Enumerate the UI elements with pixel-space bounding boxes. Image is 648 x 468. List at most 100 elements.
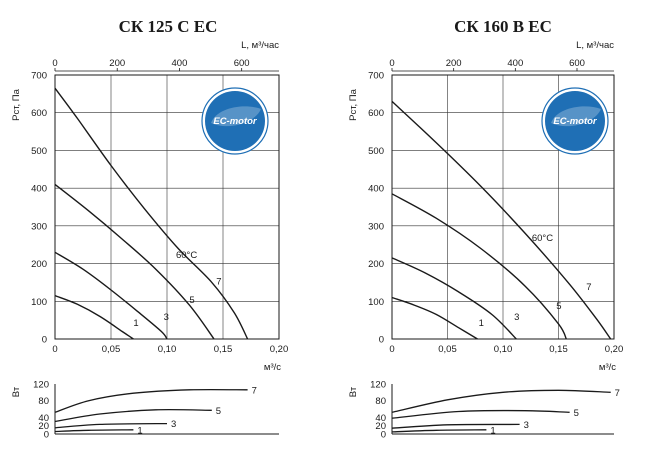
logo-leaf-icon <box>551 106 601 127</box>
x-axis-tick-label: 0 <box>52 344 57 355</box>
logo-text: EC-motor <box>213 116 258 127</box>
top-axis-tick-label: 600 <box>234 58 250 69</box>
curve-label-5: 5 <box>556 301 561 312</box>
logo-disc <box>545 91 605 151</box>
top-axis-tick-label: 400 <box>507 58 523 69</box>
plot-frame <box>391 74 615 340</box>
power-curve-7 <box>54 388 248 413</box>
top-axis-tick-label: 0 <box>52 58 57 69</box>
power-y-tick-label: 40 <box>38 413 49 424</box>
temperature-annotation: 60°C <box>176 250 197 261</box>
pressure-curve-5 <box>54 183 215 340</box>
y-axis-tick-label: 300 <box>31 221 47 232</box>
y-axis-tick-label: 700 <box>368 71 384 82</box>
power-y-tick-label: 20 <box>375 421 386 432</box>
curve-label-3: 3 <box>164 312 169 323</box>
top-axis-tick-label: 200 <box>446 58 462 69</box>
x-axis-tick-label: 0,10 <box>494 344 513 355</box>
power-curve-7 <box>391 389 611 413</box>
x-axis-tick-label: 0,20 <box>270 344 289 355</box>
y-axis-tick-label: 600 <box>368 108 384 119</box>
y-axis-label: Pст, Па <box>348 88 359 120</box>
pressure-curve-7 <box>391 100 612 340</box>
pressure-curve-5 <box>391 193 567 340</box>
x-axis-tick-label: 0,10 <box>158 344 177 355</box>
y-axis-tick-label: 400 <box>31 184 47 195</box>
x-axis-label: м³/с <box>264 362 281 373</box>
chart-title: СК 160 В ЕС <box>454 17 552 36</box>
power-y-tick-label: 80 <box>375 396 386 407</box>
power-curve-label-7: 7 <box>252 385 257 396</box>
y-axis-tick-label: 400 <box>368 184 384 195</box>
logo-leaf-icon <box>211 106 261 127</box>
y-axis-tick-label: 700 <box>31 71 47 82</box>
x-axis-tick-label: 0,15 <box>549 344 568 355</box>
top-axis-label: L, м³/час <box>576 40 614 51</box>
temperature-annotation: 60°C <box>532 233 553 244</box>
power-y-tick-label: 80 <box>38 396 49 407</box>
top-axis-tick-label: 600 <box>569 58 585 69</box>
x-axis-tick-label: 0,05 <box>438 344 457 355</box>
top-axis-tick-label: 200 <box>109 58 125 69</box>
y-axis-tick-label: 500 <box>31 146 47 157</box>
power-curve-label-5: 5 <box>574 408 579 419</box>
power-curve-label-5: 5 <box>216 406 221 417</box>
power-curve-5 <box>391 409 570 419</box>
power-y-tick-label: 120 <box>370 380 386 391</box>
curve-label-7: 7 <box>586 282 591 293</box>
power-y-tick-label: 40 <box>375 413 386 424</box>
power-y-tick-label: 0 <box>44 430 49 441</box>
pressure-curve-3 <box>54 251 168 340</box>
power-curve-label-1: 1 <box>137 425 142 436</box>
top-axis-label: L, м³/час <box>241 40 279 51</box>
pressure-curve-7 <box>54 87 249 340</box>
y-axis-tick-label: 100 <box>368 297 384 308</box>
power-curve-5 <box>54 408 212 423</box>
y-axis-tick-label: 100 <box>31 297 47 308</box>
y-axis-tick-label: 200 <box>368 259 384 270</box>
x-axis-tick-label: 0,05 <box>102 344 121 355</box>
y-axis-label: Pст, Па <box>11 88 22 120</box>
power-curve-3 <box>391 423 520 429</box>
power-curve-label-1: 1 <box>490 425 495 436</box>
pressure-curve-3 <box>391 257 517 340</box>
power-y-axis-label: Вт <box>11 386 22 397</box>
power-curve-1 <box>391 429 487 433</box>
y-axis-tick-label: 0 <box>42 335 47 346</box>
ec-motor-logo: EC-motor <box>541 87 609 155</box>
power-curve-label-3: 3 <box>524 420 529 431</box>
ec-motor-logo: EC-motor <box>201 87 269 155</box>
pressure-curve-1 <box>54 294 134 340</box>
power-y-tick-label: 20 <box>38 421 49 432</box>
curve-label-3: 3 <box>514 312 519 323</box>
power-y-tick-label: 0 <box>381 430 386 441</box>
chart-title: СК 125 С ЕС <box>119 17 218 36</box>
power-curve-3 <box>54 422 168 429</box>
top-axis-tick-label: 400 <box>172 58 188 69</box>
x-axis-label: м³/с <box>599 362 616 373</box>
logo-text: EC-motor <box>553 116 598 127</box>
logo-disc <box>205 91 265 151</box>
y-axis-tick-label: 0 <box>379 335 384 346</box>
x-axis-tick-label: 0,20 <box>605 344 624 355</box>
y-axis-tick-label: 500 <box>368 146 384 157</box>
top-axis-tick-label: 0 <box>389 58 394 69</box>
x-axis-tick-label: 0 <box>389 344 394 355</box>
x-axis-tick-label: 0,15 <box>214 344 233 355</box>
power-y-tick-label: 120 <box>33 380 49 391</box>
power-curve-label-7: 7 <box>615 388 620 399</box>
y-axis-tick-label: 300 <box>368 221 384 232</box>
curve-label-1: 1 <box>133 318 138 329</box>
y-axis-tick-label: 200 <box>31 259 47 270</box>
curve-label-7: 7 <box>216 276 221 287</box>
pressure-curve-1 <box>391 296 478 340</box>
curve-label-1: 1 <box>479 318 484 329</box>
y-axis-tick-label: 600 <box>31 108 47 119</box>
power-curve-1 <box>54 429 134 433</box>
power-curve-label-3: 3 <box>171 419 176 430</box>
power-y-axis-label: Вт <box>348 386 359 397</box>
curve-label-5: 5 <box>189 295 194 306</box>
